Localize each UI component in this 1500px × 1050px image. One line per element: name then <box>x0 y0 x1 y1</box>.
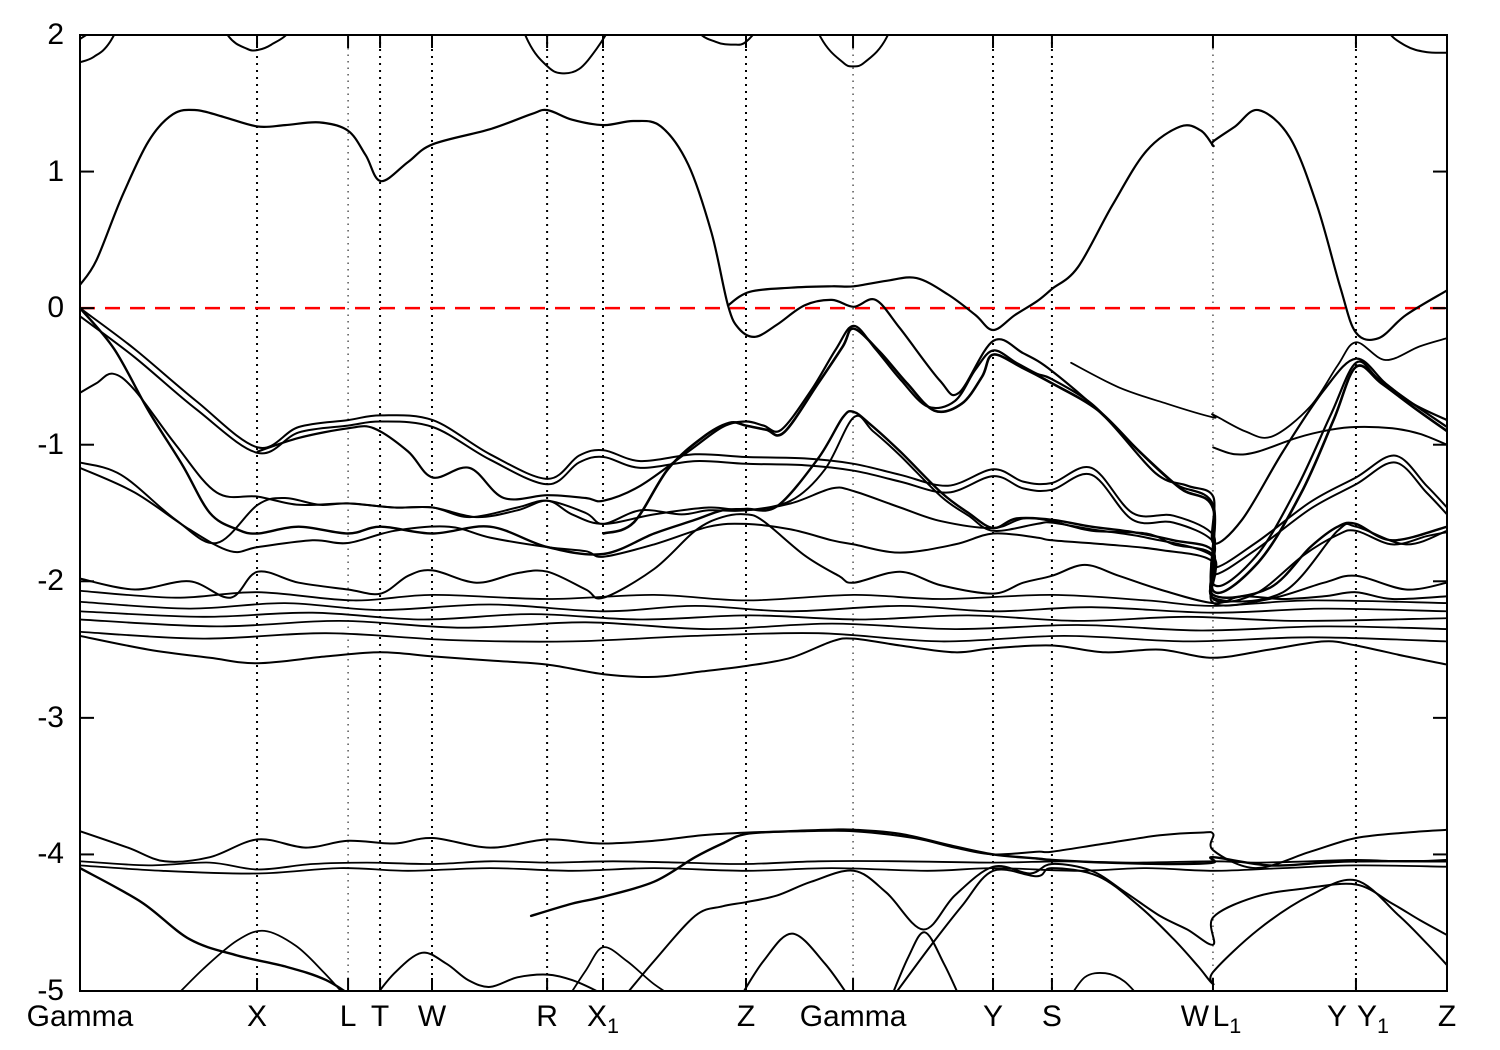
band-line <box>896 867 1446 990</box>
band-line <box>893 931 958 990</box>
band-line <box>1212 425 1446 456</box>
band-line <box>81 600 1446 614</box>
x-axis-label-L: L <box>339 1000 357 1033</box>
band-line <box>378 951 597 990</box>
x-axis-label-Z: Z <box>736 1000 756 1033</box>
y-axis-label--4: -4 <box>37 837 64 871</box>
band-line <box>256 324 1446 588</box>
band-line <box>628 862 1446 990</box>
x-axis-label-T: T <box>370 1000 390 1033</box>
band-line <box>81 867 346 990</box>
x-axis-label-X: X <box>247 1000 268 1033</box>
y-axis-label--2: -2 <box>37 564 64 598</box>
band-line <box>529 828 1446 918</box>
y-axis-label--3: -3 <box>37 700 64 734</box>
band-line <box>726 108 1446 342</box>
band-line <box>81 36 87 40</box>
y-axis-label-1: 1 <box>47 154 64 188</box>
x-axis-label-Y: Y <box>1326 1000 1347 1033</box>
x-axis-label-R: R <box>536 1000 558 1033</box>
band-line <box>1070 337 1446 439</box>
band-line <box>81 864 1446 875</box>
band-line <box>81 315 1446 576</box>
band-line <box>81 461 1446 604</box>
band-line <box>524 36 607 75</box>
band-line <box>81 307 1446 569</box>
x-axis-label-X1: X1 <box>586 1000 620 1038</box>
x-axis-label-L1: L1 <box>1212 1000 1242 1038</box>
band-line <box>571 946 665 990</box>
x-axis-label-S: S <box>1041 1000 1062 1033</box>
x-axis-label-Gamma: Gamma <box>799 1000 907 1033</box>
band-line <box>81 108 1446 545</box>
x-axis-label-Gamma: Gamma <box>26 1000 134 1033</box>
x-axis-label-W: W <box>1180 1000 1210 1033</box>
band-line <box>81 36 115 64</box>
x-axis-label-Y1: Y1 <box>1356 1000 1389 1038</box>
k-point-gridlines <box>256 35 1357 991</box>
band-line <box>1390 36 1446 54</box>
band-line <box>180 929 342 990</box>
x-axis-label-Y: Y <box>983 1000 1004 1033</box>
band-line <box>81 372 1446 603</box>
plot-border <box>79 34 1448 992</box>
band-line <box>81 307 1446 599</box>
band-line <box>81 630 1446 643</box>
band-line <box>81 610 1446 622</box>
band-line <box>81 635 1446 678</box>
band-line <box>81 513 1446 605</box>
y-axis-label--5: -5 <box>37 974 64 1007</box>
y-axis-label-2: 2 <box>47 18 64 51</box>
band-lines <box>81 36 1446 990</box>
band-line <box>602 327 1446 594</box>
y-axis-label--1: -1 <box>37 427 64 461</box>
band-line <box>227 36 287 52</box>
band-line <box>81 467 1446 607</box>
band-line <box>818 36 889 68</box>
band-line <box>81 618 1446 632</box>
y-axis-label-0: 0 <box>47 291 64 325</box>
band-line <box>81 859 1446 871</box>
axis-frame <box>79 34 1448 992</box>
band-line <box>701 36 754 46</box>
x-axis-label-W: W <box>417 1000 447 1033</box>
x-axis-label-Z: Z <box>1437 1000 1457 1033</box>
band-line <box>743 932 846 990</box>
band-line <box>81 589 1446 607</box>
band-line <box>1073 972 1135 990</box>
